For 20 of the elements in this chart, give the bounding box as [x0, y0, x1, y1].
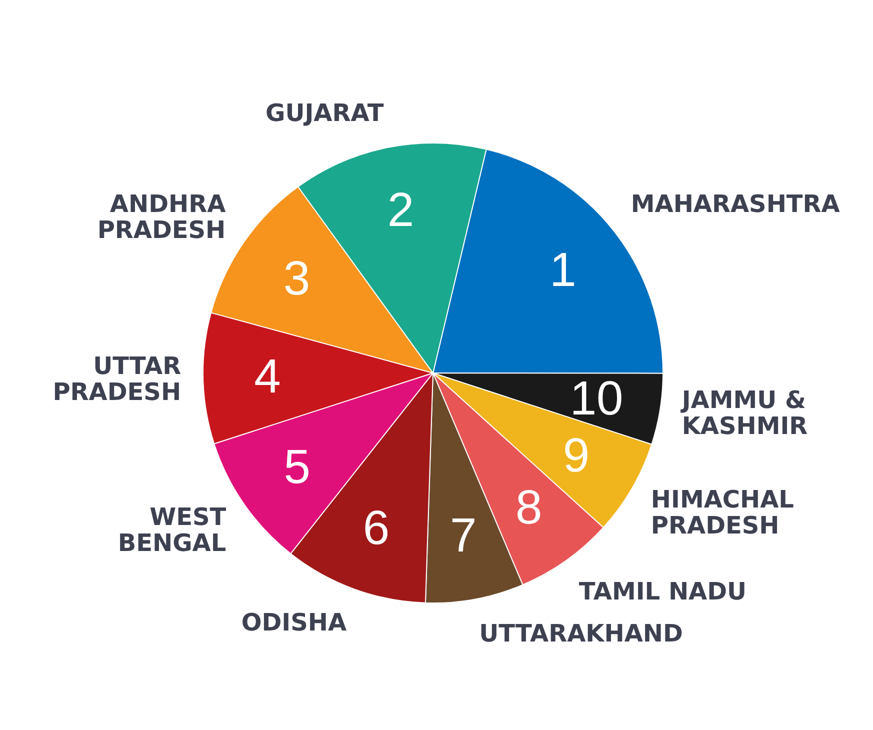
slice-label: HIMACHAL PRADESH [650, 486, 794, 540]
slice-label: TAMIL NADU [578, 577, 747, 606]
slice-label: GUJARAT [266, 98, 384, 127]
text: 2 [387, 184, 414, 238]
slice-label: UTTAR PRADESH [52, 352, 182, 406]
text: 10 [570, 372, 624, 426]
text: 7 [450, 509, 477, 562]
slice-label: ANDHRA PRADESH [97, 190, 226, 244]
text: 6 [362, 502, 390, 556]
text: 5 [284, 441, 310, 494]
slice-label: UTTARAKHAND [479, 620, 683, 648]
text: 8 [516, 482, 542, 535]
slice-label: MAHARASHTRA [630, 190, 840, 218]
text: 3 [283, 252, 310, 306]
slice-label: JAMMU & KASHMIR [680, 386, 808, 440]
slice-label: WEST BENGAL [118, 502, 227, 557]
slice-label: ODISHA [241, 608, 347, 637]
text: 9 [562, 430, 590, 483]
text: 4 [254, 350, 281, 404]
text: 1 [550, 244, 576, 297]
